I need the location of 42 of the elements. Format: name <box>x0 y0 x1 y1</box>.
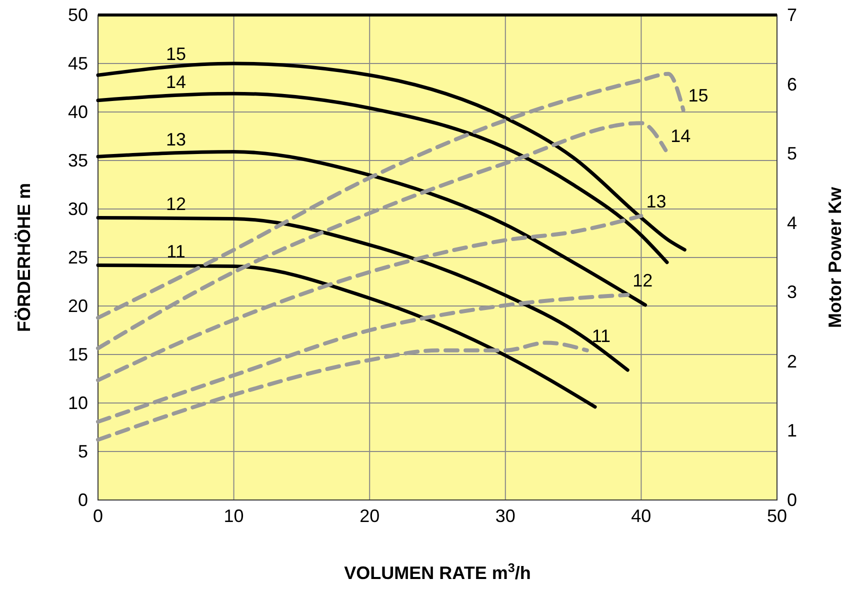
y-tick-label: 25 <box>68 248 88 268</box>
y-tick-label: 50 <box>68 5 88 25</box>
series-label: 15 <box>688 86 708 106</box>
series-label: 12 <box>166 194 186 214</box>
line-series <box>96 292 630 424</box>
y-tick-label: 10 <box>68 393 88 413</box>
x-axis-title: VOLUMEN RATE m$^{3}$/h <box>344 561 531 583</box>
series-label: 13 <box>646 192 666 212</box>
x-tick-label: 30 <box>495 506 516 526</box>
y-tick-label: 45 <box>68 54 88 74</box>
line-series <box>96 121 668 350</box>
y-tick-label: 35 <box>68 150 88 170</box>
series-label: 14 <box>670 126 691 146</box>
line-series <box>96 92 669 264</box>
y2-tick-label: 6 <box>787 74 798 94</box>
x-tick-label: 20 <box>360 506 380 526</box>
y-tick-label: 5 <box>78 442 88 462</box>
y-tick-label: 0 <box>78 490 88 510</box>
series-label: 12 <box>632 270 653 291</box>
x-tick-label: 50 <box>766 506 788 526</box>
y2-tick-label: 3 <box>787 282 798 302</box>
y-tick-label: 30 <box>68 199 88 219</box>
x-tick-label: 10 <box>224 506 244 526</box>
series-label: 15 <box>166 44 186 64</box>
y2-tick-label: 2 <box>787 351 798 372</box>
x-tick-label: 40 <box>631 506 652 526</box>
series-label: 13 <box>166 130 186 150</box>
series-label: 14 <box>166 72 186 92</box>
y2-tick-label: 7 <box>787 5 798 25</box>
y-tick-label: 15 <box>68 344 88 364</box>
line-series <box>96 340 589 442</box>
series-label: 11 <box>166 242 186 262</box>
y-axis-title: FÖRDERHÖHE m <box>14 182 34 332</box>
y2-tick-label: 0 <box>787 490 798 510</box>
x-tick-label: 0 <box>92 506 104 526</box>
y2-axis-title: Motor Power Kw <box>825 186 845 328</box>
y2-tick-label: 5 <box>787 144 798 164</box>
y-tick-label: 20 <box>68 296 88 316</box>
y2-tick-label: 1 <box>787 420 798 441</box>
y2-tick-label: 4 <box>787 212 798 233</box>
y-tick-label: 40 <box>68 102 88 122</box>
series-label: 11 <box>592 326 611 346</box>
